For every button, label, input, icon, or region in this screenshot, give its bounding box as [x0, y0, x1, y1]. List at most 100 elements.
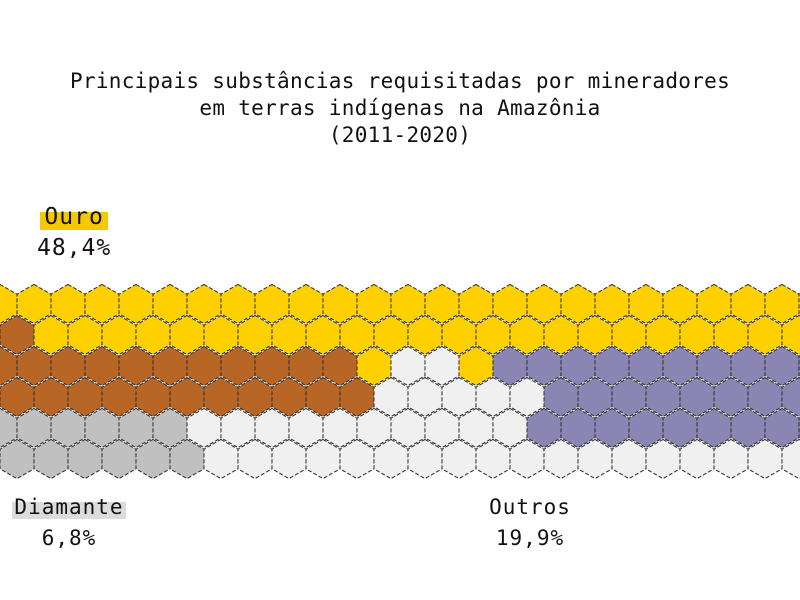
hex-cell-category-4	[271, 376, 307, 418]
hex-cell-category-4	[322, 345, 358, 387]
hex-cell-ouro	[339, 314, 375, 356]
label-outros-value: 19,9%	[495, 526, 565, 550]
hex-cell-category-5	[611, 376, 647, 418]
hex-cell-outros	[441, 376, 477, 418]
hex-cell-ouro	[458, 283, 494, 325]
hex-cell-ouro	[16, 283, 52, 325]
hex-cell-diamante	[152, 407, 188, 449]
hex-cell-category-5	[628, 345, 664, 387]
hex-cell-ouro	[526, 283, 562, 325]
hex-cell-outros	[424, 345, 460, 387]
hex-cell-category-5	[560, 345, 596, 387]
hex-cell-category-4	[0, 376, 35, 418]
hex-cell-category-5	[747, 376, 783, 418]
hex-cell-diamante	[101, 438, 137, 480]
label-ouro-name: Ouro	[40, 204, 108, 230]
hex-cell-outros	[186, 407, 222, 449]
hex-cell-outros	[543, 438, 579, 480]
hex-cell-category-4	[33, 376, 69, 418]
hex-cell-category-4	[84, 345, 120, 387]
hex-cell-ouro	[254, 283, 290, 325]
hex-cell-ouro	[458, 345, 494, 387]
label-outros: Outros 19,9%	[478, 495, 582, 551]
hex-cell-category-5	[764, 345, 800, 387]
hex-cell-outros	[679, 438, 715, 480]
hex-cell-ouro	[696, 283, 732, 325]
hex-cell-ouro	[713, 314, 749, 356]
hex-cell-outros	[203, 438, 239, 480]
hex-cell-category-5	[543, 376, 579, 418]
hex-cell-outros	[713, 438, 749, 480]
hex-cell-ouro	[407, 314, 443, 356]
hex-cell-ouro	[577, 314, 613, 356]
chart-title-line-3: (2011-2020)	[328, 123, 472, 147]
hex-cell-ouro	[271, 314, 307, 356]
hex-cell-ouro	[390, 283, 426, 325]
hex-cell-outros	[407, 438, 443, 480]
chart-title-line-1: Principais substâncias requisitadas por …	[69, 69, 731, 93]
hex-cell-outros	[611, 438, 647, 480]
label-ouro-value: 48,4%	[37, 235, 112, 261]
hex-cell-ouro	[628, 283, 664, 325]
hex-cell-category-4	[152, 345, 188, 387]
hex-cell-outros	[475, 438, 511, 480]
hex-cell-outros	[407, 376, 443, 418]
hex-cell-outros	[424, 407, 460, 449]
hex-cell-outros	[645, 438, 681, 480]
hex-cell-category-5	[781, 376, 800, 418]
hex-cell-outros	[305, 438, 341, 480]
hex-cell-ouro	[220, 283, 256, 325]
hex-cell-category-4	[0, 314, 35, 356]
hex-cell-ouro	[33, 314, 69, 356]
hex-cell-ouro	[747, 314, 783, 356]
hex-cell-ouro	[288, 283, 324, 325]
hex-cell-outros	[509, 438, 545, 480]
hex-cell-outros	[237, 438, 273, 480]
label-outros-name: Outros	[489, 495, 571, 519]
hex-cell-category-4	[67, 376, 103, 418]
hex-cell-category-5	[730, 407, 766, 449]
hex-cell-ouro	[356, 345, 392, 387]
hex-cell-ouro	[611, 314, 647, 356]
hex-cell-outros	[390, 407, 426, 449]
hex-cell-category-4	[220, 345, 256, 387]
hex-cell-diamante	[118, 407, 154, 449]
hex-cell-category-4	[101, 376, 137, 418]
hex-cell-category-5	[492, 345, 528, 387]
hex-cell-ouro	[169, 314, 205, 356]
hex-cell-category-5	[662, 407, 698, 449]
hex-cell-category-5	[679, 376, 715, 418]
hex-cell-outros	[322, 407, 358, 449]
label-ouro: Ouro 48,4%	[37, 204, 112, 261]
hex-cell-ouro	[186, 283, 222, 325]
hex-cell-outros	[373, 376, 409, 418]
hex-cell-ouro	[203, 314, 239, 356]
hex-cell-outros	[373, 438, 409, 480]
hex-cell-category-4	[50, 345, 86, 387]
hex-cell-category-4	[203, 376, 239, 418]
hex-cell-outros	[390, 345, 426, 387]
label-diamante-name: Diamante	[12, 495, 126, 519]
hex-cell-category-4	[305, 376, 341, 418]
hex-cell-ouro	[322, 283, 358, 325]
hex-cell-ouro	[475, 314, 511, 356]
hex-cell-ouro	[594, 283, 630, 325]
hex-cell-category-4	[237, 376, 273, 418]
hex-cell-category-4	[339, 376, 375, 418]
hex-cell-category-5	[662, 345, 698, 387]
hex-cell-ouro	[305, 314, 341, 356]
hex-cell-ouro	[424, 283, 460, 325]
chart-title-line-2: em terras indígenas na Amazônia	[199, 96, 601, 120]
hex-cell-outros	[475, 376, 511, 418]
hex-cell-outros	[254, 407, 290, 449]
hex-cell-diamante	[33, 438, 69, 480]
hex-cell-ouro	[543, 314, 579, 356]
hex-cell-category-4	[135, 376, 171, 418]
hex-cell-ouro	[679, 314, 715, 356]
hex-cell-outros	[271, 438, 307, 480]
hex-cell-ouro	[730, 283, 766, 325]
hex-cell-outros	[288, 407, 324, 449]
hex-cell-category-4	[288, 345, 324, 387]
hex-cell-ouro	[135, 314, 171, 356]
hex-cell-outros	[339, 438, 375, 480]
